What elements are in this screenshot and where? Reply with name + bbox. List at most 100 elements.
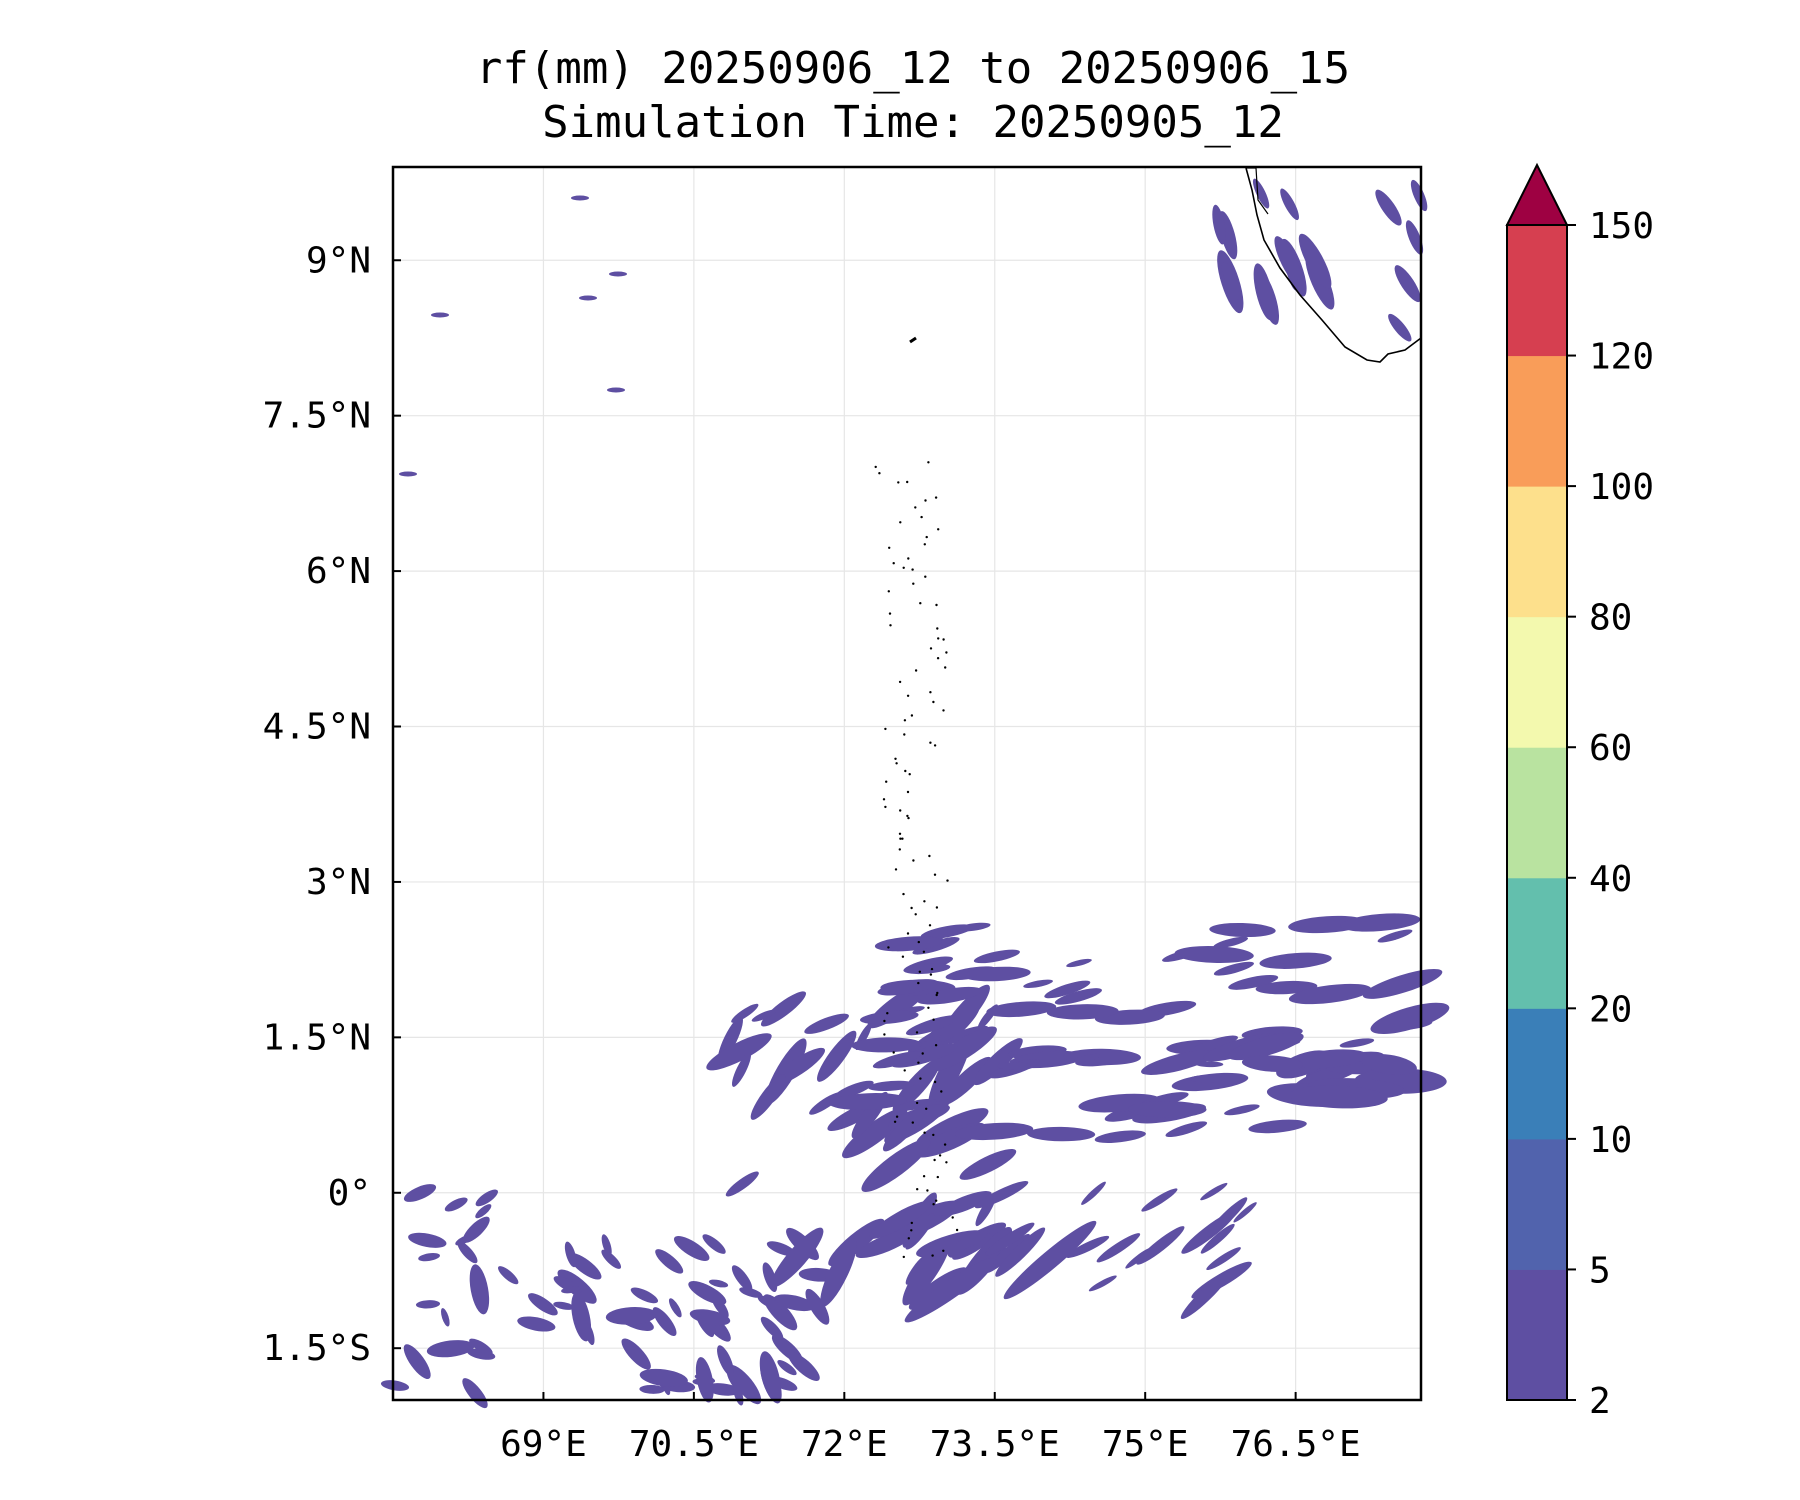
rain-cell bbox=[561, 1286, 581, 1294]
rain-cell bbox=[1375, 189, 1402, 226]
rain-cell bbox=[750, 1073, 786, 1120]
rain-cell bbox=[817, 1030, 857, 1082]
rain-cell bbox=[571, 195, 589, 201]
atoll-dot bbox=[932, 1018, 935, 1021]
atoll-dot bbox=[907, 1237, 910, 1240]
colorbar-segment bbox=[1507, 877, 1567, 1009]
rain-cell bbox=[963, 966, 1031, 982]
coastlines bbox=[874, 167, 1422, 1259]
rain-cell bbox=[973, 1038, 1023, 1086]
rain-cell bbox=[904, 1257, 996, 1323]
rain-cell bbox=[1292, 1049, 1368, 1069]
rain-cell bbox=[1174, 945, 1254, 964]
atoll-dot bbox=[892, 1051, 895, 1054]
rain-cell bbox=[947, 1231, 980, 1257]
colorbar-segment bbox=[1507, 1008, 1567, 1140]
rain-cell bbox=[1362, 968, 1443, 999]
rain-cell bbox=[1063, 1048, 1141, 1066]
rain-cell bbox=[403, 1344, 431, 1380]
rain-cell bbox=[938, 1191, 992, 1216]
atoll-dot bbox=[934, 1044, 938, 1047]
atoll-dot bbox=[888, 612, 892, 615]
rain-cell bbox=[380, 1380, 410, 1391]
rain-cell bbox=[1200, 1182, 1228, 1201]
rain-cell bbox=[1256, 271, 1280, 325]
rain-cell bbox=[805, 1288, 830, 1325]
rain-cell bbox=[1280, 188, 1299, 221]
lat-tick-label: 9°N bbox=[306, 240, 371, 281]
rain-cell bbox=[706, 1033, 772, 1071]
atoll-dot bbox=[898, 832, 902, 835]
atoll-dot bbox=[929, 973, 933, 976]
atoll-dot bbox=[907, 557, 910, 560]
rain-cell bbox=[1094, 1130, 1146, 1143]
rain-cell bbox=[905, 1015, 959, 1036]
lat-tick-label: 1.5°N bbox=[263, 1017, 371, 1058]
lat-tick-label: 1.5°S bbox=[263, 1328, 371, 1369]
atoll-dot bbox=[888, 546, 891, 549]
atoll-dot bbox=[894, 757, 897, 760]
rain-cell bbox=[655, 1249, 684, 1274]
atoll-dot bbox=[942, 638, 945, 641]
atoll-dot bbox=[942, 709, 945, 712]
rain-cell bbox=[498, 1266, 519, 1285]
rain-cell bbox=[579, 295, 597, 301]
rain-cell bbox=[668, 1298, 682, 1318]
rain-cell bbox=[1241, 1055, 1303, 1072]
rain-cell bbox=[415, 1300, 441, 1309]
colorbar-tick-label: 150 bbox=[1589, 206, 1654, 247]
rain-cell bbox=[1128, 1100, 1207, 1118]
rainfall-contours bbox=[380, 178, 1450, 1409]
atoll-dot bbox=[924, 499, 927, 502]
rain-cell bbox=[475, 1189, 498, 1207]
atoll-dot bbox=[910, 1221, 913, 1225]
colorbar-segment bbox=[1507, 225, 1567, 357]
rain-cell bbox=[1136, 1226, 1185, 1265]
colorbar-outline bbox=[1506, 224, 1568, 1401]
rain-cell bbox=[426, 1340, 475, 1358]
map-title-line-1: rf(mm) 20250906_12 to 20250906_15 bbox=[475, 43, 1351, 94]
colorbar-tick-label: 40 bbox=[1589, 859, 1632, 900]
atoll-dot bbox=[893, 1120, 897, 1124]
atoll-dot bbox=[902, 566, 905, 569]
atoll-dot bbox=[882, 798, 886, 801]
atoll-dot bbox=[895, 1115, 899, 1118]
atoll-dot bbox=[919, 602, 922, 605]
rain-cell bbox=[1200, 1223, 1235, 1254]
lat-tick-label: 4.5°N bbox=[263, 707, 371, 748]
rain-cell bbox=[985, 1222, 1035, 1256]
atoll-dot bbox=[883, 1019, 886, 1023]
rain-cell bbox=[872, 1051, 923, 1069]
rain-cell bbox=[1388, 313, 1412, 342]
rain-cell bbox=[773, 1294, 815, 1312]
rain-cell bbox=[1340, 913, 1421, 932]
atoll-dot bbox=[927, 1006, 930, 1009]
rain-cell bbox=[1212, 204, 1226, 245]
atoll-dot bbox=[899, 521, 902, 524]
island bbox=[909, 336, 917, 344]
atoll-dot bbox=[936, 657, 940, 660]
rain-cell bbox=[867, 1080, 915, 1092]
atoll-dot bbox=[910, 1229, 913, 1232]
rain-cell bbox=[728, 1365, 762, 1405]
map-gridlines bbox=[393, 167, 1421, 1400]
rain-cell bbox=[605, 1306, 657, 1325]
atoll-dot bbox=[915, 1031, 919, 1034]
atoll-dot bbox=[914, 913, 917, 916]
atoll-dot bbox=[917, 940, 920, 944]
colorbar-segment bbox=[1507, 616, 1567, 748]
atoll-dot bbox=[910, 906, 913, 910]
rain-cell bbox=[1195, 1061, 1224, 1068]
rain-cell bbox=[1361, 1053, 1417, 1076]
rain-cell bbox=[1141, 1188, 1178, 1212]
rain-cell bbox=[1394, 265, 1421, 303]
rain-cell bbox=[1096, 1233, 1141, 1263]
atoll-dot bbox=[898, 848, 901, 851]
rain-cell bbox=[1298, 233, 1332, 289]
atoll-dot bbox=[928, 854, 931, 858]
lon-tick-label: 72°E bbox=[801, 1424, 888, 1465]
lat-tick-label: 3°N bbox=[306, 862, 371, 903]
rain-cell bbox=[851, 1037, 922, 1053]
atoll-dot bbox=[904, 769, 907, 773]
rain-cell bbox=[399, 471, 417, 477]
